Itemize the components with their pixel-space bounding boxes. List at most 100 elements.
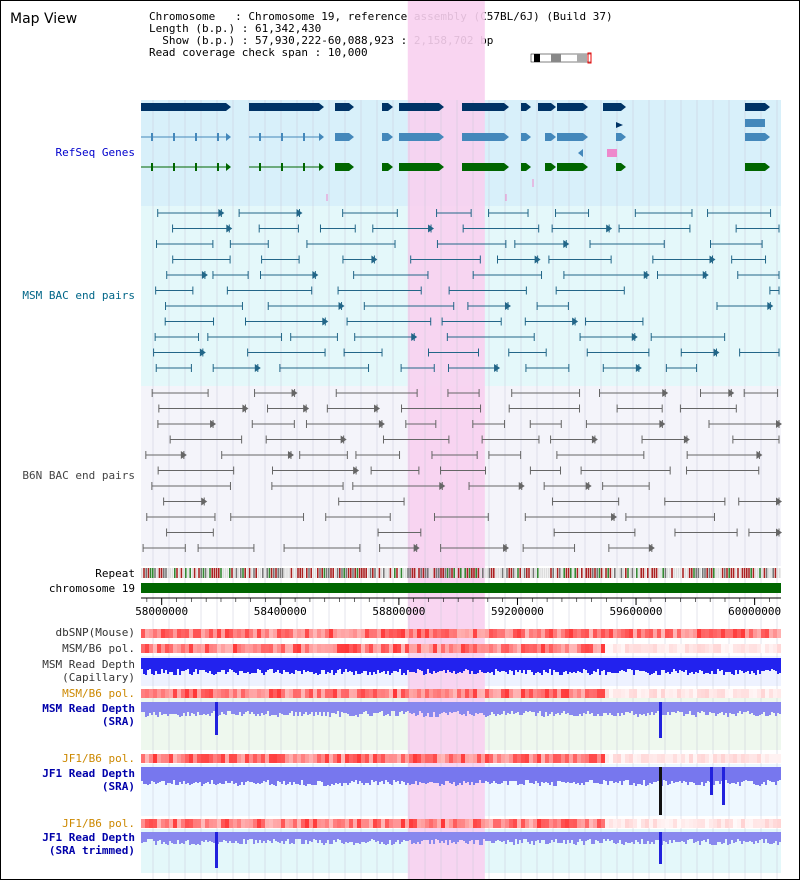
msm-depth-sra-bar: [193, 702, 195, 714]
jf1-depth-trim-bar: [531, 832, 533, 841]
jf1-depth-sra-bar: [443, 767, 445, 785]
jf1-depth-sra-bar: [263, 767, 265, 781]
msm-depth-sra-bar: [627, 702, 629, 712]
jf1-depth-trim-bar: [389, 832, 391, 840]
msm-b6-pol-heat: [269, 644, 273, 653]
dbsnp-heat: [777, 629, 781, 638]
msm-depth-sra-bar: [583, 702, 585, 713]
repeat-mark: [196, 568, 198, 578]
dbsnp-heat: [749, 629, 753, 638]
msm-depth-cap-bar: [709, 658, 711, 674]
dbsnp-heat: [277, 629, 281, 638]
repeat-mark: [321, 568, 323, 578]
jf1-b6-pol-heat: [389, 754, 393, 763]
repeat-mark: [682, 568, 684, 578]
msm-depth-sra-bar: [237, 702, 239, 715]
jf1-depth-sra-bar: [549, 767, 551, 785]
jf1-depth-sra-bar: [371, 767, 373, 780]
dbsnp-heat: [201, 629, 205, 638]
dbsnp-heat: [761, 629, 765, 638]
msm-depth-cap-bar: [707, 658, 709, 673]
msm-b6-pol-heat: [769, 644, 773, 653]
jf1-b6-pol-heat: [645, 754, 649, 763]
jf1-depth-sra-bar: [493, 767, 495, 781]
gene-exon: [303, 163, 305, 171]
msm-depth-cap-bar: [627, 658, 629, 669]
dbsnp-heat: [633, 629, 637, 638]
msm-depth-cap-bar: [775, 658, 777, 671]
msm-b6-pol-heat: [373, 644, 377, 653]
msm-depth-cap-bar: [263, 658, 265, 675]
msm-depth-sra-bar: [227, 702, 229, 711]
gene-strand-arrow: [439, 133, 444, 141]
msm-depth-cap-bar: [187, 658, 189, 669]
msm-b6-pol-heat: [201, 644, 205, 653]
jf1-depth-trim-bar: [251, 832, 253, 839]
jf1-b6-pol-heat: [261, 819, 265, 828]
jf1-depth-sra-bar: [163, 767, 165, 781]
jf1-depth-trim-bar: [479, 832, 481, 845]
msm-b6-pol-heat: [353, 644, 357, 653]
msm-b6-pol-heat: [193, 644, 197, 653]
msm-depth-cap-bar: [379, 658, 381, 673]
msm-depth-cap-bar: [321, 658, 323, 670]
msm-b6-pol-heat: [213, 689, 217, 698]
msm-depth-sra-bar: [501, 702, 503, 714]
msm-depth-sra-bar: [609, 702, 611, 713]
jf1-b6-pol-heat: [189, 819, 193, 828]
jf1-b6-pol-heat: [285, 819, 289, 828]
msm-b6-pol-heat: [253, 644, 257, 653]
repeat-mark: [451, 568, 453, 578]
jf1-depth-sra-bar: [633, 767, 635, 783]
msm-b6-pol-heat: [469, 644, 473, 653]
msm-depth-sra-bar: [551, 702, 553, 712]
jf1-depth-sra-bar: [565, 767, 567, 783]
jf1-depth-trim-bar: [313, 832, 315, 839]
msm-b6-pol-heat: [233, 689, 237, 698]
jf1-b6-pol-heat: [677, 819, 681, 828]
msm-b6-pol-heat: [397, 689, 401, 698]
jf1-b6-pol-heat: [437, 819, 441, 828]
msm-depth-cap-bar: [767, 658, 769, 670]
jf1-depth-sra-bar: [545, 767, 547, 782]
jf1-depth-trim-bar: [639, 832, 641, 844]
jf1-depth-trim-bar: [641, 832, 643, 839]
repeat-mark: [506, 568, 508, 578]
msm-b6-pol-heat: [529, 644, 533, 653]
jf1-b6-pol-heat: [545, 754, 549, 763]
jf1-depth-sra-bar: [757, 767, 759, 785]
jf1-depth-sra-bar: [639, 767, 641, 784]
msm-depth-sra-bar: [667, 702, 669, 712]
repeat-mark: [587, 568, 590, 578]
jf1-depth-sra-bar: [725, 767, 727, 780]
jf1-depth-trim-bar: [273, 832, 275, 839]
jf1-depth-sra-bar: [581, 767, 583, 783]
msm-depth-cap-bar: [499, 658, 501, 672]
repeat-mark: [666, 568, 669, 578]
msm-depth-cap-bar: [281, 658, 283, 674]
msm-depth-sra-bar: [573, 702, 575, 716]
jf1-depth-trim-bar: [171, 832, 173, 843]
msm-depth-sra-bar: [235, 702, 237, 715]
jf1-depth-trim-bar: [469, 832, 471, 841]
jf1-b6-pol-heat: [705, 819, 709, 828]
msm-depth-cap-bar: [691, 658, 693, 672]
jf1-depth-trim-bar: [417, 832, 419, 842]
gene-exon: [335, 133, 349, 141]
msm-b6-pol-heat: [361, 644, 365, 653]
msm-depth-sra-bar: [177, 702, 179, 715]
msm-depth-cap-bar: [443, 658, 445, 670]
msm-depth-sra-bar: [469, 702, 471, 714]
jf1-depth-sra-bar: [213, 767, 215, 784]
jf1-b6-pol-heat: [729, 819, 733, 828]
msm-b6-pol-heat: [493, 644, 497, 653]
repeat-mark: [189, 568, 191, 578]
jf1-b6-pol-heat: [629, 754, 633, 763]
jf1-b6-pol-heat: [625, 754, 629, 763]
dbsnp-heat: [433, 629, 437, 638]
jf1-b6-pol-heat: [525, 754, 529, 763]
jf1-depth-trim-bar: [625, 832, 627, 842]
dbsnp-heat: [245, 629, 249, 638]
msm-b6-pol-heat: [245, 644, 249, 653]
